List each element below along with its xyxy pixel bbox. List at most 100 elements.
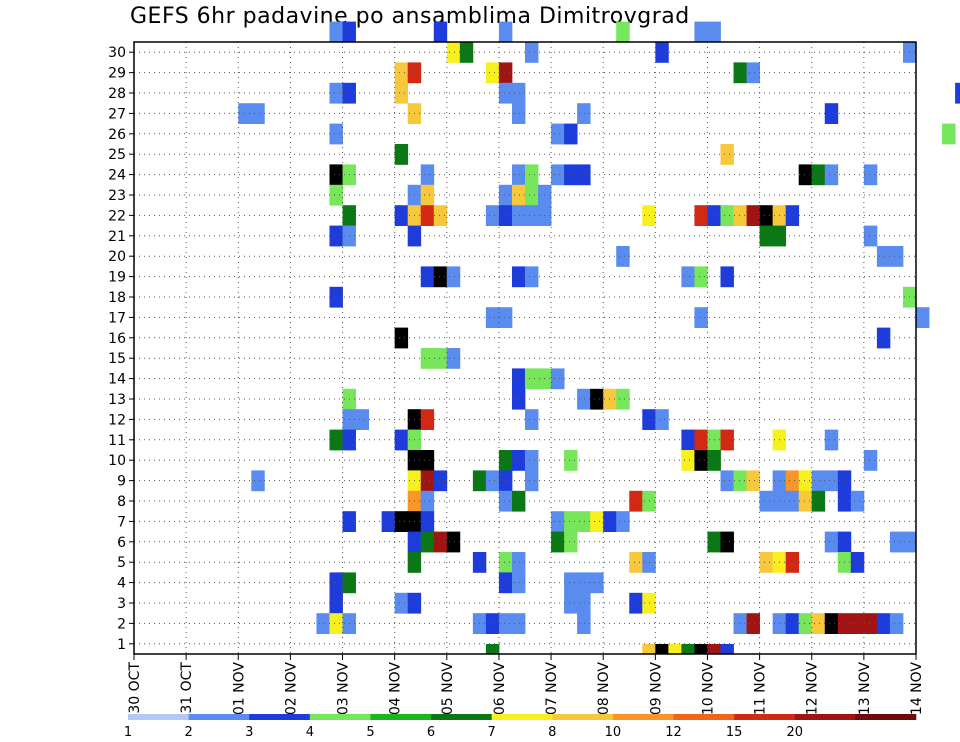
heatmap-cell bbox=[394, 62, 409, 84]
heatmap-cell bbox=[498, 450, 513, 471]
x-tick-label: 11 NOV bbox=[753, 662, 769, 716]
heatmap-cell bbox=[420, 470, 435, 492]
heatmap-cell bbox=[511, 572, 526, 594]
heatmap-cell bbox=[329, 592, 343, 614]
heatmap-cell bbox=[525, 205, 539, 226]
heatmap-cell bbox=[694, 307, 708, 328]
heatmap-cell bbox=[811, 490, 826, 512]
heatmap-cell bbox=[694, 21, 708, 43]
x-tick-label: 01 NOV bbox=[231, 662, 247, 716]
heatmap-cell bbox=[394, 327, 409, 349]
heatmap-cell bbox=[498, 307, 513, 328]
heatmap-cell bbox=[785, 490, 800, 512]
heatmap-cell bbox=[525, 409, 539, 430]
heatmap-cell bbox=[616, 511, 630, 532]
y-tick-label: 18 bbox=[108, 290, 126, 306]
heatmap-cell bbox=[525, 368, 539, 390]
heatmap-cell bbox=[525, 266, 539, 288]
heatmap-cell bbox=[498, 572, 513, 594]
colorbar-label: 6 bbox=[427, 725, 435, 740]
heatmap-cell bbox=[564, 592, 578, 614]
x-tick-label: 02 NOV bbox=[283, 662, 299, 716]
heatmap-cell bbox=[498, 552, 513, 573]
heatmap-cell bbox=[446, 348, 461, 369]
heatmap-cell bbox=[511, 184, 526, 206]
heatmap-cell bbox=[889, 531, 904, 553]
colorbar-label: 2 bbox=[184, 725, 192, 740]
heatmap-cell bbox=[498, 82, 513, 104]
heatmap-cell bbox=[785, 470, 800, 492]
heatmap-cell bbox=[329, 184, 343, 206]
heatmap-cell bbox=[420, 266, 435, 288]
heatmap-cell bbox=[681, 644, 695, 655]
heatmap-cell bbox=[316, 613, 330, 634]
heatmap-cell bbox=[824, 103, 839, 124]
heatmap-cell bbox=[916, 307, 930, 328]
heatmap-cell bbox=[889, 246, 904, 267]
heatmap-cell bbox=[329, 572, 343, 594]
heatmap-cell bbox=[420, 184, 435, 206]
colorbar-label: 7 bbox=[488, 725, 496, 740]
heatmap-cell bbox=[720, 205, 734, 226]
heatmap-cell bbox=[746, 205, 760, 226]
heatmap-cell bbox=[785, 552, 800, 573]
heatmap-cell bbox=[824, 531, 839, 553]
heatmap-cell bbox=[485, 205, 500, 226]
heatmap-cell bbox=[850, 613, 865, 634]
cells-layer bbox=[238, 21, 960, 655]
colorbar-swatch bbox=[612, 714, 674, 720]
heatmap-cell bbox=[511, 368, 526, 390]
x-tick-label: 13 NOV bbox=[857, 662, 873, 716]
heatmap-cell bbox=[420, 450, 435, 471]
heatmap-cell bbox=[577, 164, 591, 186]
heatmap-cell bbox=[655, 644, 669, 655]
heatmap-cell bbox=[577, 592, 591, 614]
y-tick-label: 11 bbox=[108, 433, 126, 449]
heatmap-cell bbox=[590, 572, 604, 594]
x-tick-label: 12 NOV bbox=[805, 662, 821, 716]
heatmap-cell bbox=[876, 327, 891, 349]
heatmap-cell bbox=[863, 225, 878, 247]
x-tick-label: 14 NOV bbox=[909, 662, 925, 716]
y-tick-label: 27 bbox=[108, 106, 126, 122]
heatmap-cell bbox=[720, 429, 734, 451]
y-tick-label: 4 bbox=[117, 576, 126, 592]
heatmap-cell bbox=[798, 164, 813, 186]
x-tick-label: 06 NOV bbox=[492, 662, 508, 716]
heatmap-cell bbox=[420, 348, 435, 369]
y-tick-label: 20 bbox=[108, 249, 126, 265]
y-tick-label: 8 bbox=[117, 494, 126, 510]
heatmap-cell bbox=[420, 205, 435, 226]
heatmap-cell bbox=[616, 246, 630, 267]
heatmap-cell bbox=[498, 184, 513, 206]
heatmap-cell bbox=[525, 450, 539, 471]
y-tick-label: 29 bbox=[108, 66, 126, 82]
heatmap-cell bbox=[511, 450, 526, 471]
x-axis: 30 OCT 31 OCT 01 NOV 02 NOV 03 NOV 04 NOV 05 N… bbox=[127, 654, 925, 715]
grid-layer bbox=[133, 42, 917, 654]
heatmap-cell bbox=[511, 164, 526, 186]
heatmap-cell bbox=[746, 470, 760, 492]
heatmap-cell bbox=[863, 164, 878, 186]
heatmap-cell bbox=[420, 164, 435, 186]
chart-title: GEFS 6hr padavine po ansamblima Dimitrov… bbox=[130, 4, 690, 29]
x-tick-label: 04 NOV bbox=[388, 662, 404, 716]
heatmap-cell bbox=[577, 613, 591, 634]
heatmap-cell bbox=[590, 511, 604, 532]
heatmap-cell bbox=[329, 123, 343, 145]
x-tick-label: 05 NOV bbox=[440, 662, 456, 716]
heatmap-cell bbox=[551, 164, 565, 186]
heatmap-cell bbox=[824, 429, 839, 451]
heatmap-cell bbox=[420, 511, 435, 532]
y-tick-label: 7 bbox=[117, 514, 126, 530]
heatmap-cell bbox=[564, 123, 578, 145]
heatmap-cell bbox=[511, 388, 526, 410]
colorbar-swatch bbox=[855, 714, 917, 720]
x-tick-label: 31 OCT bbox=[179, 662, 195, 714]
heatmap-cell bbox=[876, 613, 891, 634]
heatmap-cell bbox=[485, 307, 500, 328]
heatmap-cell bbox=[485, 644, 500, 655]
heatmap-cell bbox=[394, 429, 409, 451]
heatmap-cell bbox=[525, 184, 539, 206]
colorbar-swatch bbox=[249, 714, 311, 720]
